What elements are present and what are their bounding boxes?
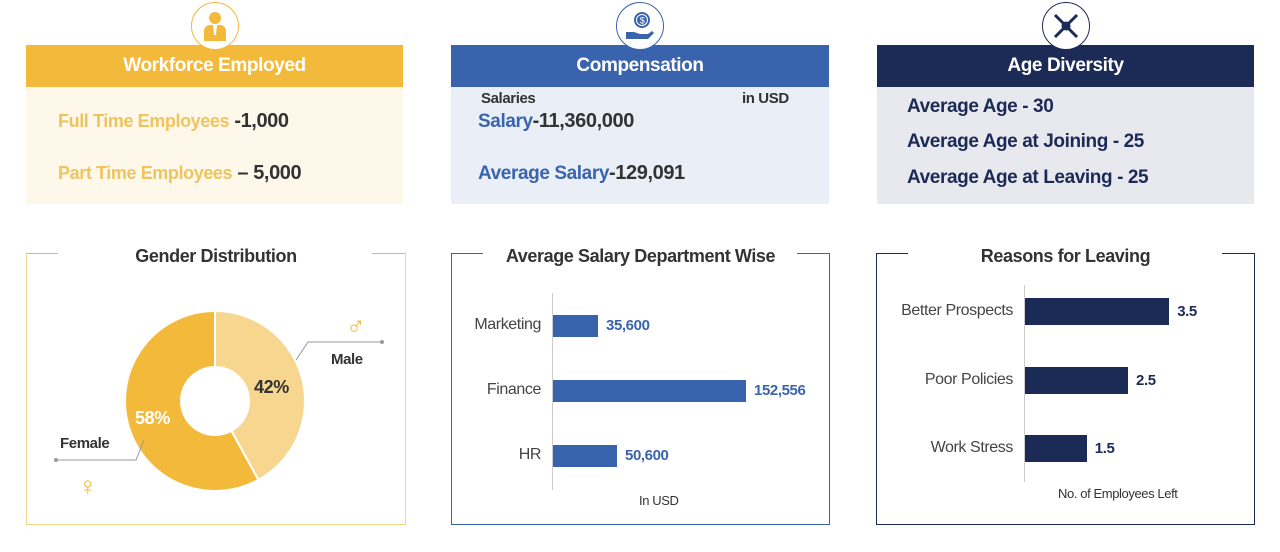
male-slice [214,309,306,482]
male-leader-line [295,341,382,361]
age-body [877,87,1254,204]
salary-row: Salary-11,360,000 [478,110,634,133]
male-pct: 42% [254,377,289,397]
full-time-row: Full Time Employees -1,000 [58,110,289,133]
part-time-label: Part Time Employees [58,163,233,183]
data-label: 50,600 [625,447,669,464]
age-header: Age Diversity [877,45,1254,87]
female-leader-line [56,439,145,461]
compensation-body [451,87,829,204]
corner-line [451,253,483,254]
data-label: 3.5 [1177,302,1197,320]
network-icon [1042,2,1090,50]
reasons-panel [876,253,1255,525]
data-label: 35,600 [606,317,650,334]
avg-salary-row: Average Salary-129,091 [478,162,685,185]
avg-age-joining: Average Age at Joining - 25 [907,131,1144,152]
avg-salary-label: Average Salary [478,163,610,184]
salary-value: -11,360,000 [532,110,635,132]
salaries-label: Salaries [481,90,536,107]
category-label: Marketing [474,316,541,333]
data-label: 152,556 [754,382,806,399]
part-time-value: – 5,000 [237,162,302,184]
workforce-body [26,87,403,204]
data-label: 1.5 [1094,439,1115,457]
female-icon: ♀ [78,471,97,501]
full-time-label: Full Time Employees [58,111,230,131]
gender-panel [26,253,406,525]
reasons-axis [1024,285,1025,482]
bar-hr [553,445,617,467]
avg-age-leaving: Average Age at Leaving - 25 [907,167,1149,188]
male-icon: ♂ [346,311,365,341]
part-time-row: Part Time Employees – 5,000 [58,162,302,185]
salary-axis [552,293,553,490]
avg-age: Average Age - 30 [907,96,1054,117]
female-slice [124,309,260,492]
corner-line [876,253,908,254]
workforce-header: Workforce Employed [26,45,403,87]
corner-line [372,253,406,254]
bar-better-prospects [1025,298,1170,325]
category-label: Finance [486,381,542,398]
bar-poor-policies [1025,367,1128,394]
svg-text:$: $ [640,16,645,26]
full-time-value: -1,000 [234,110,289,132]
salary-panel [451,253,830,525]
category-label: HR [518,446,542,463]
salary-xlabel: In USD [639,493,679,508]
category-label: Poor Policies [924,370,1014,388]
salary-chart-title: Average Salary Department Wise [505,246,776,266]
gender-title: Gender Distribution [135,246,297,266]
bar-marketing [553,315,599,337]
reasons-xlabel: No. of Employees Left [1058,486,1178,501]
employee-icon [191,2,239,50]
bar-finance [553,380,746,402]
category-label: Work Stress [930,438,1014,456]
corner-line [26,253,58,254]
avg-salary-value: -129,091 [609,162,685,184]
reasons-chart-title: Reasons for Leaving [980,246,1151,266]
female-pct: 58% [135,408,170,428]
gender-donut: ♂ ♀ [54,309,384,501]
hand-dollar-icon: $ [616,2,664,50]
female-label: Female [60,435,110,452]
salary-label: Salary [478,111,533,132]
category-label: Better Prospects [901,301,1013,319]
bar-work-stress [1025,435,1087,462]
compensation-header: Compensation [451,45,829,87]
male-label: Male [331,351,363,368]
unit-label: in USD [742,90,789,107]
corner-line [1222,253,1255,254]
corner-line [797,253,830,254]
data-label: 2.5 [1136,371,1156,389]
